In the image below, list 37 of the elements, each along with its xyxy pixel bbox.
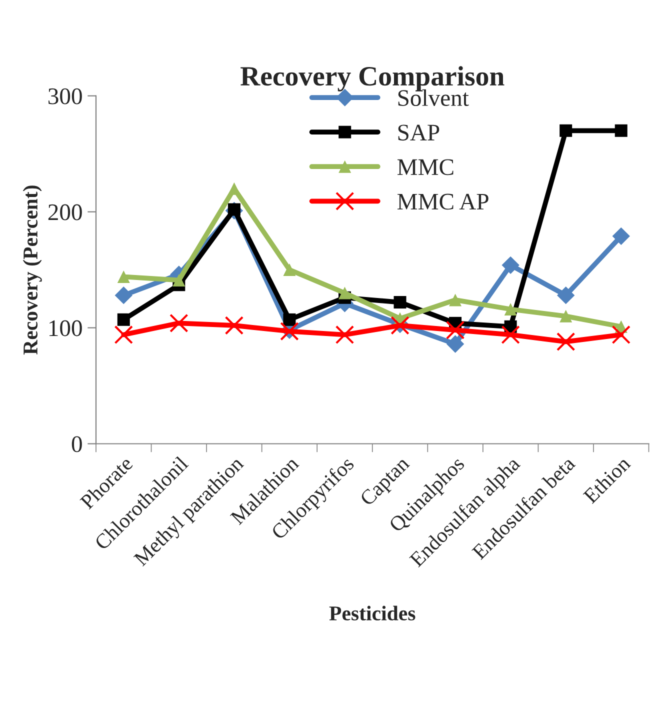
point bbox=[335, 325, 354, 344]
point bbox=[172, 274, 186, 286]
point bbox=[117, 313, 130, 326]
point bbox=[117, 270, 130, 284]
point bbox=[446, 335, 464, 353]
point bbox=[614, 124, 628, 137]
x-axis-title: Pesticides bbox=[329, 606, 416, 620]
y-tick-label: 300 bbox=[48, 88, 82, 104]
point bbox=[283, 264, 296, 276]
chart-title: Recovery Comparison bbox=[240, 66, 504, 92]
y-tick-label: 100 bbox=[49, 320, 82, 336]
point bbox=[502, 256, 520, 274]
point bbox=[228, 182, 240, 195]
point bbox=[114, 325, 134, 344]
point bbox=[114, 286, 132, 304]
y-axis-title: Recovery (Percent) bbox=[22, 186, 42, 355]
point bbox=[449, 294, 462, 306]
legend-label: MMC bbox=[397, 159, 454, 176]
point bbox=[612, 227, 630, 246]
point bbox=[612, 325, 630, 344]
point bbox=[557, 286, 575, 304]
point bbox=[170, 314, 188, 333]
point bbox=[283, 313, 296, 326]
point bbox=[556, 332, 576, 352]
y-tick-label: 0 bbox=[72, 436, 82, 452]
legend-label: SAP bbox=[398, 124, 440, 141]
y-tick-label: 200 bbox=[48, 204, 82, 220]
point bbox=[224, 316, 244, 335]
legend-label: MMC AP bbox=[397, 194, 488, 210]
point bbox=[338, 286, 351, 300]
legend-label: Solvent bbox=[398, 89, 469, 106]
point bbox=[560, 124, 572, 137]
point bbox=[394, 296, 406, 309]
point bbox=[501, 325, 520, 344]
point bbox=[446, 320, 465, 340]
point bbox=[504, 302, 517, 316]
point bbox=[560, 310, 572, 322]
